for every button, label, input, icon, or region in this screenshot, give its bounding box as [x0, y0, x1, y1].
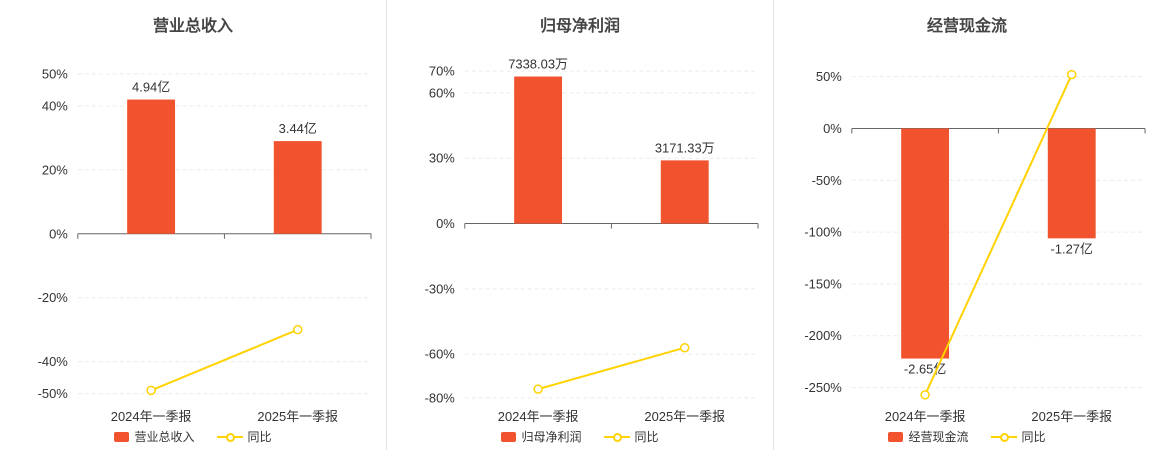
yoy-line-legend-icon: [216, 432, 243, 442]
yoy-marker-icon: [612, 432, 622, 442]
legend-item-yoy-line[interactable]: 同比: [603, 428, 659, 445]
y-axis-tick-label: 0%: [436, 216, 455, 231]
y-axis-tick-label: 50%: [816, 69, 842, 84]
bar[interactable]: [514, 76, 563, 224]
yoy-marker-icon: [225, 432, 235, 442]
bar-value-label: 3.44亿: [279, 121, 317, 136]
chart-legend: 归母净利润 同比: [387, 428, 773, 445]
bar-series-legend-icon: [501, 431, 517, 442]
bar[interactable]: [1047, 128, 1096, 239]
bar-value-label: 3171.33万: [655, 140, 715, 155]
x-axis-label: 2024年一季报: [498, 409, 579, 424]
yoy-marker[interactable]: [146, 385, 156, 396]
bar[interactable]: [127, 99, 176, 234]
bar[interactable]: [660, 160, 709, 224]
yoy-line-legend-icon: [603, 432, 630, 442]
x-axis-label: 2025年一季报: [1031, 409, 1112, 424]
chart-title: 经营现金流: [926, 18, 1007, 35]
legend-item-bar-series[interactable]: 营业总收入: [114, 428, 195, 445]
bar-value-label: -1.27亿: [1050, 241, 1093, 256]
chart-panel: 经营现金流 50% 0% -50% -100% -150% -200% -250% -2.65…: [774, 0, 1160, 450]
chart-plot-area: 50% 40% 20% 0% -20% -40% -50% 4.94亿 3.44亿 2024年一季…: [38, 66, 372, 424]
chart-title: 归母净利润: [539, 18, 620, 35]
y-axis-tick-label: -20%: [38, 290, 69, 305]
chart-panel: 营业总收入 50% 40% 20% 0% -20% -40% -50% 4.94亿 3.44亿 2…: [0, 0, 387, 450]
y-axis-tick-label: -50%: [812, 173, 843, 188]
y-axis-tick-label: 0%: [49, 226, 68, 241]
chart-legend: 经营现金流 同比: [774, 428, 1160, 445]
yoy-line: [924, 74, 1073, 396]
yoy-marker[interactable]: [679, 342, 690, 353]
chart-plot-area: 50%0%-50%-100%-150%-200%-250%-2.65亿-1.27…: [804, 69, 1146, 424]
y-axis-tick-label: 20%: [42, 162, 68, 177]
legend-item-bar-series[interactable]: 归母净利润: [501, 428, 582, 445]
y-axis-tick-label: 40%: [42, 98, 68, 113]
y-axis-tick-label: -50%: [38, 386, 69, 401]
bar-series-legend-icon: [114, 431, 130, 442]
y-axis-tick-label: 0%: [823, 121, 842, 136]
yoy-line: [537, 346, 685, 391]
bar-series-legend-label: 营业总收入: [134, 430, 195, 444]
y-axis-tick-label: -250%: [804, 380, 842, 395]
chart-panel: 归母净利润 70% 60% 30% 0% -30% -60% -80% 7338.03万 317…: [387, 0, 774, 450]
y-axis-tick-label: -100%: [804, 225, 842, 240]
y-axis-tick-label: -200%: [804, 328, 842, 343]
bar[interactable]: [273, 141, 322, 234]
y-axis-tick-label: 60%: [429, 85, 455, 100]
chart-plot-area: 70% 60% 30% 0% -30% -60% -80% 7338.03万 3171.33万 2…: [425, 57, 759, 424]
x-axis-label: 2025年一季报: [257, 409, 338, 424]
y-axis-tick-label: -60%: [425, 347, 456, 362]
legend-item-yoy-line[interactable]: 同比: [990, 428, 1046, 445]
bar-series-legend-label: 归母净利润: [521, 430, 582, 444]
x-axis-label: 2025年一季报: [644, 409, 725, 424]
yoy-marker[interactable]: [533, 384, 543, 394]
yoy-marker-icon: [999, 432, 1009, 442]
bar-value-label: 4.94亿: [132, 80, 170, 95]
yoy-marker[interactable]: [292, 324, 303, 335]
y-axis-tick-label: -30%: [425, 281, 456, 296]
legend-item-bar-series[interactable]: 经营现金流: [888, 428, 969, 445]
legend-item-yoy-line[interactable]: 同比: [216, 428, 272, 445]
y-axis-tick-label: 30%: [429, 151, 455, 166]
y-axis-tick-label: -150%: [804, 276, 842, 291]
chart-title: 营业总收入: [152, 18, 233, 35]
bar-series-legend-icon: [888, 431, 904, 442]
yoy-line: [150, 328, 299, 392]
bar[interactable]: [901, 128, 950, 359]
yoy-legend-label: 同比: [247, 430, 272, 444]
bar-series-legend-label: 经营现金流: [908, 430, 969, 444]
x-axis-label: 2024年一季报: [111, 409, 192, 424]
x-axis-label: 2024年一季报: [885, 409, 966, 424]
y-axis-tick-label: 50%: [42, 66, 68, 81]
y-axis-tick-label: -40%: [38, 354, 69, 369]
yoy-line-legend-icon: [990, 432, 1017, 442]
yoy-marker[interactable]: [1066, 69, 1077, 80]
chart-legend: 营业总收入 同比: [0, 428, 386, 445]
y-axis-tick-label: 70%: [429, 64, 455, 79]
yoy-marker[interactable]: [920, 390, 930, 400]
bar-value-label: 7338.03万: [508, 57, 568, 72]
y-axis-tick-label: -80%: [425, 390, 456, 405]
yoy-legend-label: 同比: [1021, 430, 1046, 444]
yoy-legend-label: 同比: [634, 430, 659, 444]
